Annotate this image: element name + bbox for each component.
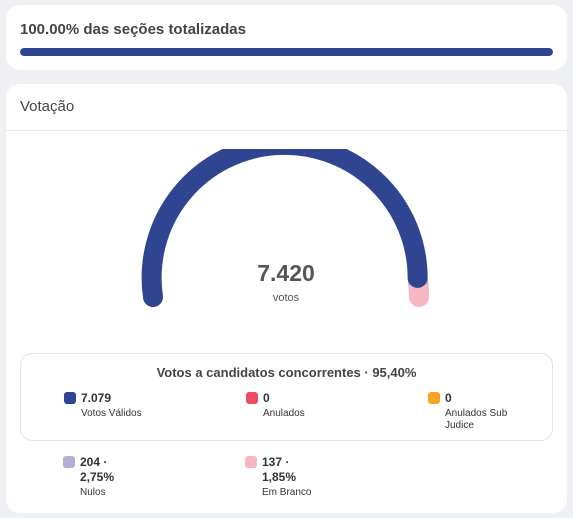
legend-percent-em-branco: 1,85% [262, 470, 297, 484]
legend-item-anulados-sub-judice: 0 Anulados Sub Judice [428, 391, 538, 433]
legend-value-votos-validos: 7.079 [81, 391, 112, 405]
gauge-segment-votos-v-lidos [141, 149, 428, 307]
candidates-votes-title: Votos a candidatos concorrentes · 95,40% [156, 365, 417, 380]
sections-progress-bar [20, 48, 553, 56]
legend-value-anulados: 0 [263, 391, 270, 405]
legend-percent-nulos: 2,75% [80, 470, 115, 484]
votes-gauge-chart [141, 149, 429, 307]
legend-swatch-nulos [63, 456, 75, 468]
legend-label-anulados-sub-judice-line2: Judice [445, 420, 474, 431]
legend-label-anulados: Anulados [263, 408, 305, 419]
sections-progress-card: 100.00% das seções totalizadas [6, 5, 567, 70]
sections-progress-fill [20, 48, 553, 56]
sections-progress-title: 100.00% das seções totalizadas [20, 21, 246, 38]
voting-card: Votação 7.420 votos Votos a candidatos c… [6, 84, 567, 513]
legend-swatch-votos-validos [64, 392, 76, 404]
legend-value-em-branco: 137 · [262, 455, 290, 469]
legend-value-anulados-sub-judice: 0 [445, 391, 452, 405]
legend-label-em-branco: Em Branco [262, 487, 312, 498]
total-votes-value: 7.420 [257, 260, 315, 286]
voting-title: Votação [20, 98, 75, 115]
legend-swatch-anulados-sub-judice [428, 392, 440, 404]
legend-swatch-em-branco [245, 456, 257, 468]
legend-item-votos-validos: 7.079 Votos Válidos [64, 391, 214, 421]
legend-item-anulados: 0 Anulados [246, 391, 366, 421]
legend-swatch-anulados [246, 392, 258, 404]
legend-label-votos-validos: Votos Válidos [81, 408, 142, 419]
total-votes-unit: votos [272, 292, 300, 304]
legend-label-nulos: Nulos [80, 487, 106, 498]
legend-label-anulados-sub-judice-line1: Anulados Sub [445, 408, 508, 419]
legend-item-em-branco: 137 · 1,85% Em Branco [245, 455, 345, 501]
legend-item-nulos: 204 · 2,75% Nulos [63, 455, 163, 501]
voting-header: Votação [6, 84, 567, 131]
candidates-votes-box: Votos a candidatos concorrentes · 95,40%… [20, 353, 553, 441]
legend-value-nulos: 204 · [80, 455, 108, 469]
